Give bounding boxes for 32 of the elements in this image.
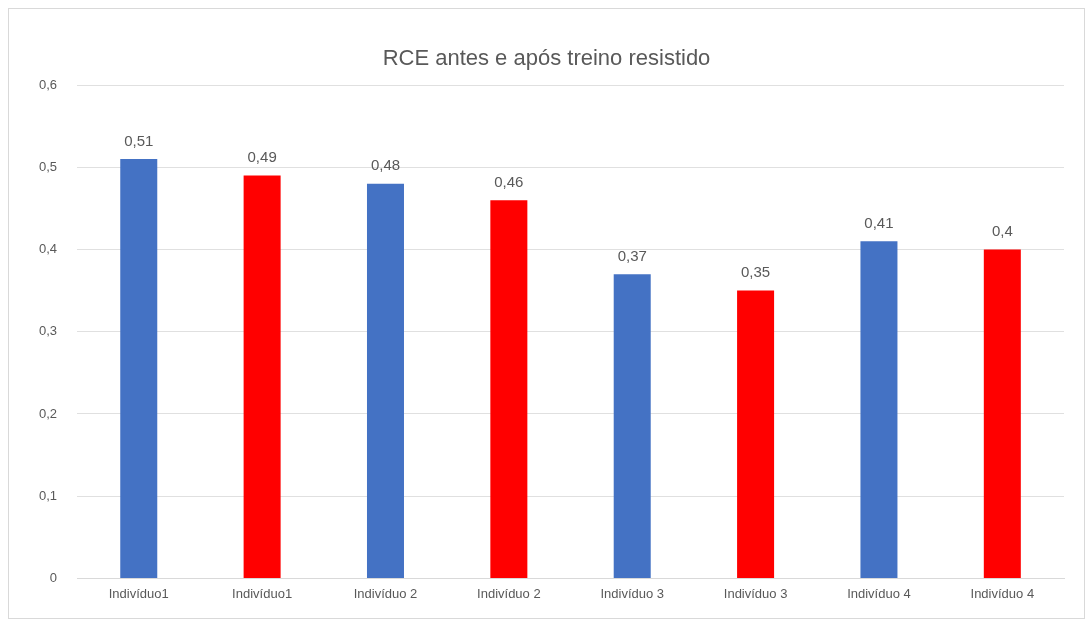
data-label: 0,51 — [124, 131, 154, 149]
y-tick-label: 0,6 — [38, 76, 58, 92]
data-label: 0,46 — [494, 172, 524, 190]
y-tick-label: 0,5 — [38, 158, 58, 174]
x-tick-label: Indivíduo 3 — [600, 585, 665, 601]
data-label: 0,4 — [991, 222, 1013, 240]
x-tick-label: Indivíduo1 — [108, 585, 169, 601]
x-tick-label: Indivíduo 2 — [353, 585, 418, 601]
bar — [860, 241, 898, 578]
bar — [983, 249, 1021, 578]
y-tick-label: 0,1 — [38, 487, 58, 503]
y-tick-label: 0,2 — [38, 405, 58, 421]
bar — [737, 290, 775, 578]
bar — [366, 183, 404, 578]
x-tick-label: Indivíduo1 — [232, 585, 293, 601]
data-label: 0,35 — [740, 263, 771, 281]
data-label: 0,48 — [370, 156, 401, 174]
chart-title: RCE antes e após treino resistido — [381, 45, 712, 71]
y-tick-label: 0,3 — [38, 323, 58, 339]
data-label: 0,41 — [864, 213, 894, 231]
y-tick-label: 0 — [49, 569, 58, 585]
bar — [243, 175, 281, 578]
bar — [490, 200, 528, 578]
data-label: 0,49 — [247, 148, 277, 166]
x-tick-label: Indivíduo 3 — [723, 585, 788, 601]
x-tick-label: Indivíduo 2 — [477, 585, 541, 601]
bar — [120, 159, 158, 578]
x-tick-label: Indivíduo 4 — [847, 585, 911, 601]
bar — [613, 274, 651, 578]
data-label: 0,37 — [617, 246, 647, 264]
x-tick-label: Indivíduo 4 — [970, 585, 1035, 601]
y-tick-label: 0,4 — [38, 241, 58, 257]
